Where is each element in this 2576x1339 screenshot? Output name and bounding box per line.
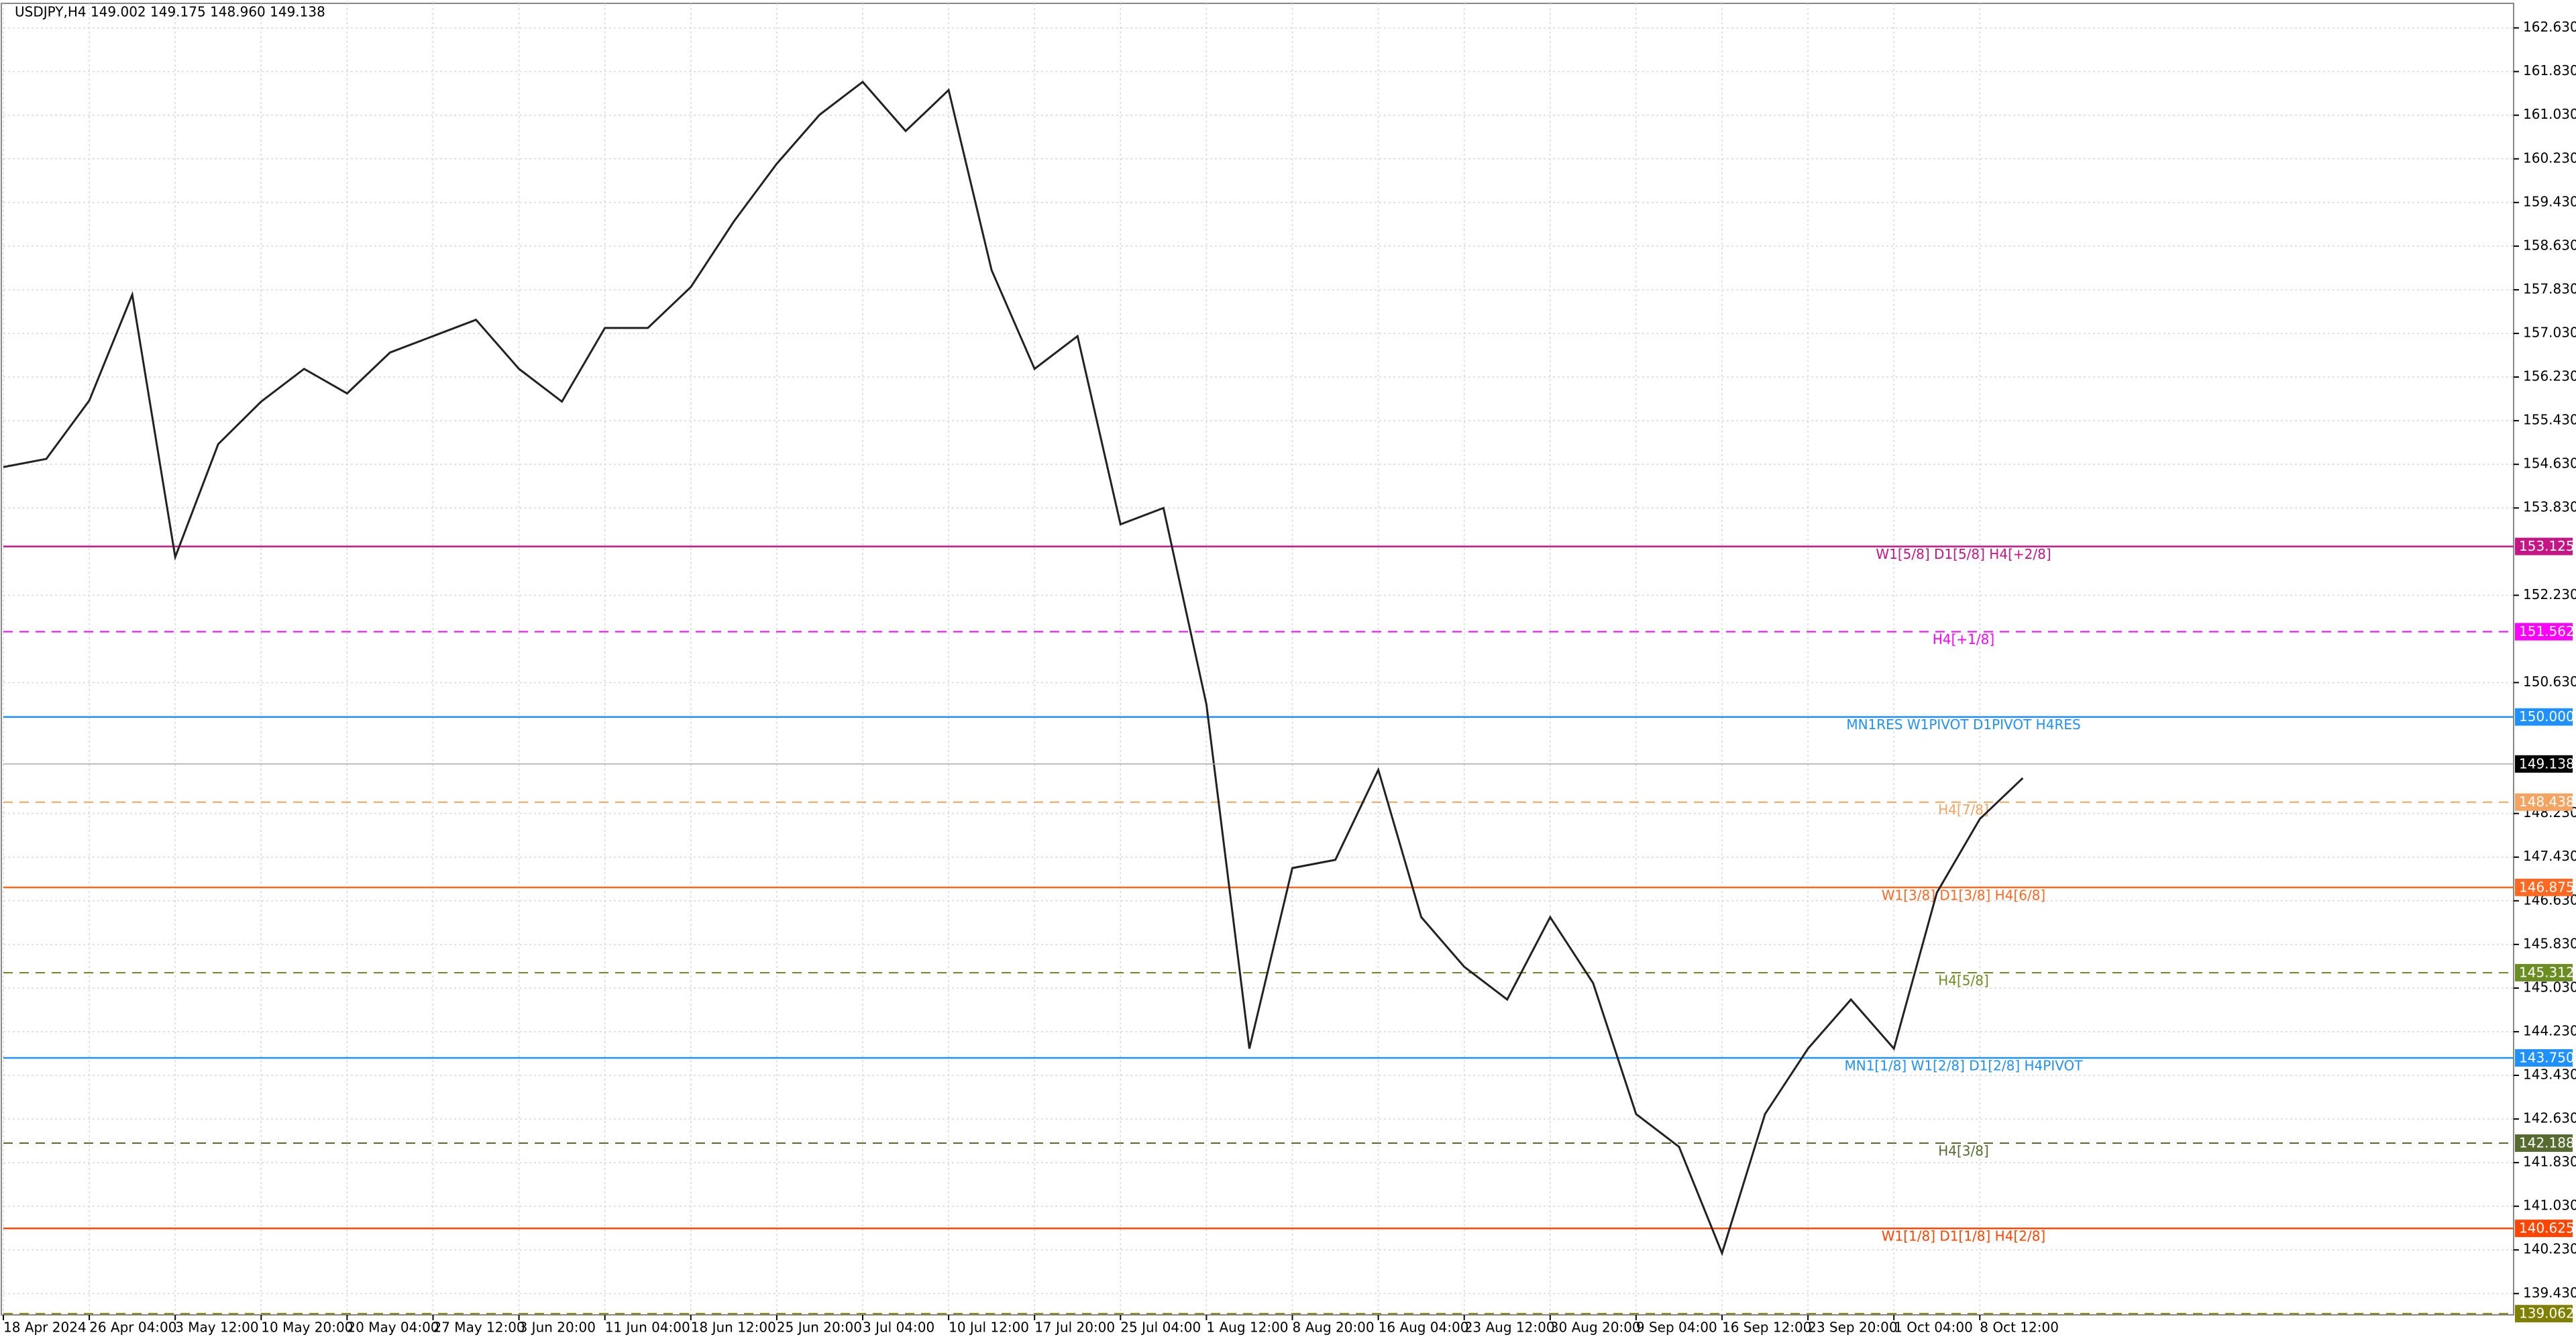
y-tick-label: 157.030 xyxy=(2523,325,2576,341)
y-tick-label: 159.430 xyxy=(2523,193,2576,209)
x-tick-label: 11 Jun 04:00 xyxy=(605,1320,690,1336)
y-tick-label: 161.830 xyxy=(2523,62,2576,78)
x-tick-label: 3 Jun 20:00 xyxy=(519,1320,596,1336)
y-tick-label: 154.630 xyxy=(2523,456,2576,472)
y-tick-label: 139.430 xyxy=(2523,1285,2576,1301)
y-tick-label: 150.630 xyxy=(2523,674,2576,690)
price-line xyxy=(3,81,2024,1256)
x-tick-label: 10 May 20:00 xyxy=(261,1320,353,1336)
y-tick-label: 152.230 xyxy=(2523,586,2576,602)
price-box xyxy=(2515,1220,2573,1238)
y-tick-label: 142.630 xyxy=(2523,1110,2576,1126)
y-tick-label: 158.630 xyxy=(2523,237,2576,253)
price-box xyxy=(2515,537,2573,555)
price-box-label: 145.312 xyxy=(2519,964,2575,980)
y-tick-label: 145.030 xyxy=(2523,979,2576,995)
x-tick-label: 3 May 12:00 xyxy=(175,1320,258,1336)
level-text: H4[+1/8] xyxy=(1933,631,1994,647)
x-tick-label: 16 Sep 12:00 xyxy=(1722,1320,1812,1336)
price-box xyxy=(2515,1134,2573,1152)
y-tick-label: 160.230 xyxy=(2523,150,2576,166)
y-tick-label: 147.430 xyxy=(2523,848,2576,864)
price-box xyxy=(2515,793,2573,811)
y-tick-label: 161.030 xyxy=(2523,106,2576,122)
x-tick-label: 26 Apr 04:00 xyxy=(89,1320,176,1336)
x-tick-label: 16 Aug 04:00 xyxy=(1379,1320,1469,1336)
x-tick-label: 18 Apr 2024 xyxy=(3,1320,87,1336)
y-tick-label: 140.230 xyxy=(2523,1241,2576,1257)
x-tick-label: 20 May 04:00 xyxy=(347,1320,439,1336)
y-tick-label: 155.430 xyxy=(2523,412,2576,428)
x-tick-label: 27 May 12:00 xyxy=(433,1320,525,1336)
plot-frame xyxy=(1,3,2514,1316)
x-tick-label: 8 Oct 12:00 xyxy=(1980,1320,2059,1336)
price-box xyxy=(2515,708,2573,726)
last-price-label: 149.138 xyxy=(2519,755,2575,771)
level-text: H4[5/8] xyxy=(1938,972,1989,988)
y-tick-label: 144.230 xyxy=(2523,1022,2576,1038)
price-box-label: 143.750 xyxy=(2519,1049,2575,1065)
x-tick-label: 23 Aug 12:00 xyxy=(1464,1320,1555,1336)
price-box xyxy=(2515,1305,2573,1323)
x-tick-label: 17 Jul 20:00 xyxy=(1034,1320,1115,1336)
x-tick-label: 10 Jul 12:00 xyxy=(949,1320,1029,1336)
price-box-label: 146.875 xyxy=(2519,879,2575,895)
level-text: MN1[1/8] W1[2/8] D1[2/8] H4PIVOT xyxy=(1844,1057,2083,1073)
price-box-label: 139.062 xyxy=(2519,1305,2575,1322)
x-tick-label: 3 Jul 04:00 xyxy=(863,1320,934,1336)
x-tick-label: 1 Aug 12:00 xyxy=(1206,1320,1288,1336)
y-tick-label: 157.830 xyxy=(2523,280,2576,297)
x-tick-label: 30 Aug 20:00 xyxy=(1550,1320,1641,1336)
y-tick-label: 141.030 xyxy=(2523,1197,2576,1214)
x-tick-label: 23 Sep 20:00 xyxy=(1808,1320,1898,1336)
price-box-label: 148.438 xyxy=(2519,794,2575,810)
level-text: MN1RES W1PIVOT D1PIVOT H4RES xyxy=(1846,716,2080,733)
level-text: W1[1/8] D1[1/8] H4[2/8] xyxy=(1882,1228,2045,1244)
level-text: W1[3/8] D1[3/8] H4[6/8] xyxy=(1882,887,2045,903)
level-text: W1[5/8] D1[5/8] H4[+2/8] xyxy=(1876,546,2051,562)
chart-title: USDJPY,H4 149.002 149.175 148.960 149.13… xyxy=(15,4,325,20)
y-tick-label: 156.230 xyxy=(2523,368,2576,384)
price-box-label: 140.625 xyxy=(2519,1220,2575,1236)
price-box xyxy=(2515,623,2573,641)
level-text: H4[7/8] xyxy=(1938,802,1989,818)
x-tick-label: 9 Sep 04:00 xyxy=(1636,1320,1717,1336)
price-box xyxy=(2515,878,2573,896)
price-box-label: 153.125 xyxy=(2519,538,2575,554)
x-tick-label: 25 Jul 04:00 xyxy=(1120,1320,1201,1336)
price-box-label: 151.562 xyxy=(2519,623,2575,639)
y-tick-label: 145.830 xyxy=(2523,935,2576,951)
last-price-box xyxy=(2515,755,2573,773)
x-tick-label: 18 Jun 12:00 xyxy=(691,1320,776,1336)
y-tick-label: 153.830 xyxy=(2523,499,2576,515)
x-tick-label: 25 Jun 20:00 xyxy=(777,1320,862,1336)
x-tick-label: 1 Oct 04:00 xyxy=(1894,1320,1973,1336)
price-box-label: 142.188 xyxy=(2519,1134,2575,1150)
y-tick-label: 141.830 xyxy=(2523,1154,2576,1170)
y-tick-label: 162.630 xyxy=(2523,19,2576,35)
price-box xyxy=(2515,963,2573,981)
x-tick-label: 8 Aug 20:00 xyxy=(1293,1320,1375,1336)
level-text: H4[3/8] xyxy=(1938,1142,1989,1159)
price-box xyxy=(2515,1049,2573,1067)
y-tick-label: 143.430 xyxy=(2523,1066,2576,1082)
price-box-label: 150.000 xyxy=(2519,708,2575,725)
